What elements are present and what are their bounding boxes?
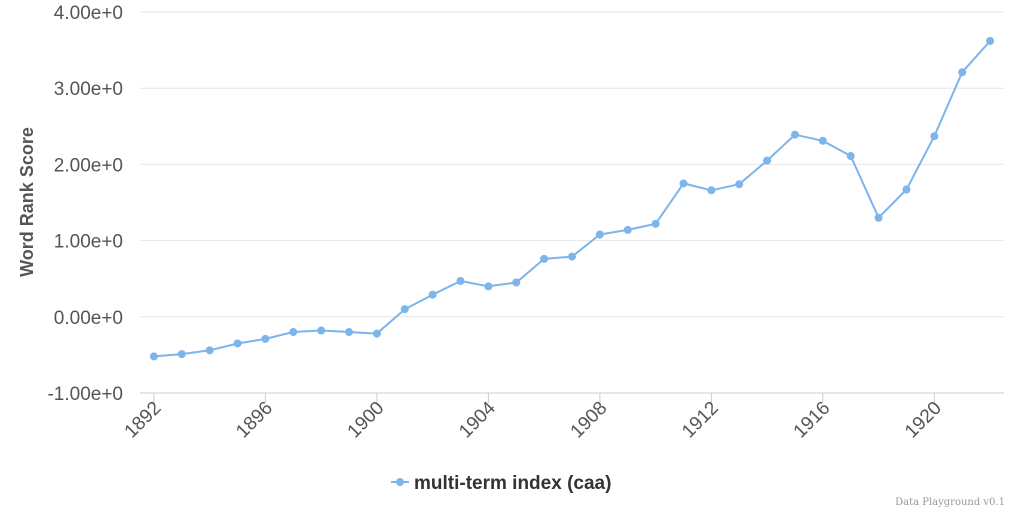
data-point[interactable] bbox=[484, 282, 493, 291]
data-point[interactable] bbox=[345, 328, 354, 337]
data-point[interactable] bbox=[958, 68, 967, 77]
x-tick-label: 1908 bbox=[567, 398, 612, 443]
data-point[interactable] bbox=[790, 130, 799, 139]
legend-label: multi-term index (caa) bbox=[414, 473, 611, 494]
data-point[interactable] bbox=[177, 350, 186, 359]
data-point[interactable] bbox=[568, 252, 576, 261]
y-tick-label: 1.00e+0 bbox=[54, 232, 123, 253]
data-point[interactable] bbox=[317, 326, 326, 335]
y-axis-ticks: -1.00e+0 0.00e+0 1.00e+0 2.00e+0 3.00e+0 4.00… bbox=[47, 3, 123, 405]
x-tick-label: 1912 bbox=[678, 398, 723, 443]
x-axis-ticks: 1892 1896 1900 1904 1908 1912 1916 1920 bbox=[121, 393, 946, 442]
data-point[interactable] bbox=[902, 185, 911, 194]
x-tick-label: 1920 bbox=[901, 398, 946, 443]
x-tick-label: 1900 bbox=[344, 398, 389, 443]
data-point[interactable] bbox=[707, 186, 716, 195]
data-point[interactable] bbox=[623, 225, 632, 234]
data-point[interactable] bbox=[874, 213, 883, 222]
y-axis-label: Word Rank Score bbox=[17, 127, 37, 277]
data-point[interactable] bbox=[233, 339, 242, 348]
y-tick-label: -1.00e+0 bbox=[47, 384, 123, 405]
data-point[interactable] bbox=[763, 156, 772, 165]
legend-dot-marker bbox=[396, 478, 404, 486]
data-point[interactable] bbox=[289, 328, 298, 337]
watermark: Data Playground v0.1 bbox=[895, 497, 1005, 508]
data-point[interactable] bbox=[986, 36, 995, 45]
data-point[interactable] bbox=[456, 276, 465, 285]
x-tick-label: 1892 bbox=[121, 398, 166, 443]
data-point[interactable] bbox=[595, 230, 604, 239]
grid-lines bbox=[140, 11, 1004, 318]
data-point[interactable] bbox=[651, 219, 660, 228]
y-tick-label: 2.00e+0 bbox=[54, 155, 123, 176]
data-point[interactable] bbox=[512, 278, 521, 287]
data-point[interactable] bbox=[818, 136, 827, 145]
y-tick-label: 0.00e+0 bbox=[54, 308, 123, 329]
data-point[interactable] bbox=[540, 254, 549, 263]
x-tick-label: 1916 bbox=[790, 398, 835, 443]
data-point[interactable] bbox=[149, 352, 158, 361]
data-point[interactable] bbox=[735, 180, 744, 189]
x-tick-label: 1904 bbox=[455, 397, 500, 442]
data-point[interactable] bbox=[400, 305, 409, 314]
data-point[interactable] bbox=[679, 179, 688, 188]
y-tick-label: 3.00e+0 bbox=[54, 79, 123, 100]
data-point[interactable] bbox=[205, 346, 214, 355]
x-tick-label: 1896 bbox=[232, 398, 277, 443]
data-point[interactable] bbox=[930, 132, 939, 141]
data-point[interactable] bbox=[372, 329, 381, 338]
series-group bbox=[149, 36, 995, 361]
y-tick-label: 4.00e+0 bbox=[54, 3, 123, 24]
data-point[interactable] bbox=[846, 152, 855, 161]
legend[interactable]: multi-term index (caa) bbox=[391, 473, 611, 494]
data-point[interactable] bbox=[261, 334, 270, 343]
data-point[interactable] bbox=[428, 290, 437, 299]
